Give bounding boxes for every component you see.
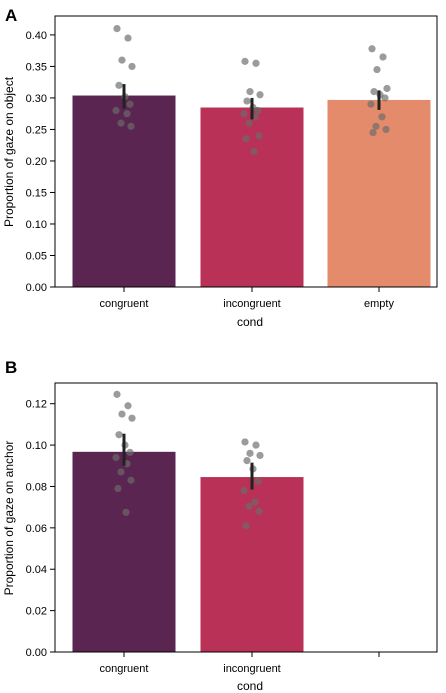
panel-a-plot: 0.00 0.05 0.10 0.15 0.20 0.25 0.30 0.35 0.40 cong… [26, 15, 438, 310]
panel-b-y-axis-label: Proportion of gaze on anchor [2, 441, 16, 596]
panel-a-point-3-7 [381, 94, 389, 102]
panel-a-bar-1 [72, 95, 176, 288]
panel-a-x-tick-label-3: empty [364, 298, 394, 310]
panel-a-point-2-4 [256, 91, 264, 99]
panel-a-bar-2 [200, 107, 304, 288]
panel-b-point-1-5 [115, 431, 123, 439]
panel-a-y-tick-label-6: 0.25 [26, 124, 47, 136]
panel-a-point-3-2 [379, 53, 387, 61]
panel-b-point-2-5 [243, 456, 251, 465]
panel-b-point-2-4 [256, 451, 264, 460]
panel-a-point-3-9 [378, 113, 386, 121]
panel-a-y-tick-label-8: 0.35 [26, 61, 47, 73]
panel-a-point-1-2 [124, 34, 132, 42]
panel-b-axes-frame [54, 382, 438, 653]
panel-a-point-3-5 [370, 88, 378, 96]
panel-b-point-1-3 [118, 410, 126, 418]
panel-a-y-tick-label-2: 0.05 [26, 250, 47, 262]
panel-a-point-2-5 [243, 97, 251, 105]
panel-a-y-tick-label-1: 0.00 [26, 282, 47, 294]
panel-a-x-axis-label: cond [237, 315, 263, 329]
panel-a-point-1-3 [118, 56, 126, 64]
panel-a-point-1-8 [112, 106, 120, 115]
panel-a-point-2-1 [241, 57, 249, 65]
panel-b-point-2-11 [255, 507, 263, 515]
panel-a-x-tick-label-1: congruent [100, 298, 149, 310]
panel-b-y-tick-label-5: 0.08 [26, 481, 47, 493]
panel-a-y-tick-label-5: 0.20 [26, 156, 47, 168]
panel-b-bar-1 [72, 451, 176, 653]
panel-b-point-1-12 [114, 484, 122, 493]
panel-letter-b: B [5, 358, 17, 377]
panel-b-y-tick-label-1: 0.00 [26, 647, 47, 659]
panel-b-y-tick-label-3: 0.04 [26, 564, 47, 576]
panel-a-point-2-8 [240, 110, 248, 118]
panel-a-point-3-10 [372, 122, 380, 130]
panel-b-point-2-7 [254, 477, 262, 485]
panel-b-point-1-13 [122, 508, 130, 516]
panel-a-point-1-11 [127, 122, 135, 130]
panel-a-point-2-3 [246, 88, 254, 96]
panel-a-point-2-12 [242, 135, 250, 143]
panel-b-point-1-10 [117, 468, 125, 476]
panel-a-point-1-5 [115, 81, 123, 89]
panel-a-point-1-1 [113, 25, 121, 33]
panel-b-point-1-11 [127, 476, 135, 484]
panel-a-point-3-3 [373, 65, 381, 74]
panel-b-point-2-12 [242, 522, 250, 530]
panel-a-point-3-11 [382, 125, 390, 134]
panel-b-point-2-1 [241, 438, 249, 446]
panel-b-y-tick-label-6: 0.10 [26, 440, 47, 452]
panel-b-y-tick-label-2: 0.02 [26, 606, 47, 618]
panel-b-point-2-9 [251, 498, 259, 506]
panel-b-point-2-3 [246, 449, 254, 457]
panel-a-point-3-12 [369, 128, 377, 137]
panel-a-y-axis-label: Proportion of gaze on object [2, 76, 16, 227]
panel-a-point-3-4 [383, 84, 391, 93]
panel-a-bar-3 [327, 99, 431, 288]
panel-b-x-tick-label-2: incongruent [223, 663, 281, 675]
panel-a-point-3-1 [368, 45, 376, 53]
panel-a-y-tick-label-4: 0.15 [26, 187, 47, 199]
panel-b-point-1-7 [126, 448, 134, 456]
panel-a-point-1-10 [117, 119, 125, 127]
panel-b-x-axis-label: cond [237, 679, 263, 693]
panel-a-point-3-8 [367, 100, 375, 108]
panel-a-y-tick-label-7: 0.30 [26, 93, 47, 105]
panel-b-point-1-8 [112, 453, 120, 462]
panel-b-point-2-10 [245, 502, 253, 510]
panel-a-y-tick-label-3: 0.10 [26, 219, 47, 231]
panel-b-y-tick-label-7: 0.12 [26, 399, 47, 411]
panel-letter-a: A [5, 6, 17, 25]
panel-a-point-2-11 [255, 132, 263, 140]
panel-b-x-tick-label-1: congruent [100, 663, 149, 675]
panel-b-point-1-4 [128, 414, 136, 422]
panel-b-y-tick-label-4: 0.06 [26, 523, 47, 535]
panel-b-point-1-1 [113, 390, 121, 398]
panel-a-point-1-7 [126, 100, 134, 108]
panel-a-point-2-13 [250, 147, 258, 156]
panel-b-plot: 0.00 0.02 0.04 0.06 0.08 0.10 0.12 congruent inc… [26, 382, 438, 675]
panel-b-point-1-2 [124, 402, 132, 410]
panel-a-point-2-10 [245, 119, 253, 127]
panel-a-point-1-4 [128, 62, 136, 71]
panel-a-point-2-2 [252, 59, 260, 67]
panel-a-point-1-9 [123, 110, 131, 118]
panel-b-point-2-2 [252, 441, 260, 449]
panel-a-x-tick-label-2: incongruent [223, 298, 281, 310]
panel-a-y-tick-label-9: 0.40 [26, 30, 47, 42]
panel-a-point-2-7 [254, 106, 262, 115]
panel-b-point-2-8 [240, 487, 248, 495]
panel-a-axes-frame [54, 15, 438, 288]
